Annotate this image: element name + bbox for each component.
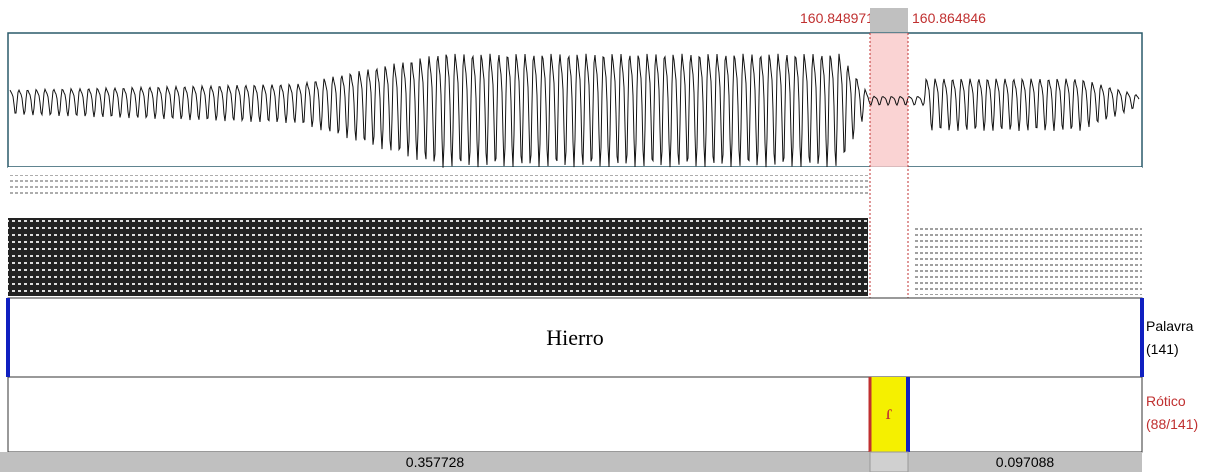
duration: 0.357728 <box>405 454 465 470</box>
spectrogram-band <box>8 218 868 296</box>
tier-name: Rótico <box>1146 393 1186 409</box>
duration-bar <box>0 452 1142 472</box>
tier-palavra[interactable] <box>7 297 1143 378</box>
tier-rotico[interactable] <box>7 376 1143 453</box>
interval-selected[interactable] <box>870 377 908 452</box>
tier-count: (88/141) <box>1146 416 1199 432</box>
interval-label: ɾ <box>885 402 893 424</box>
spectrogram-band <box>915 225 1142 295</box>
tier-name: Palavra <box>1146 318 1194 334</box>
selection-top-box[interactable] <box>870 8 908 32</box>
duration: 0.097088 <box>995 454 1055 470</box>
duration-bar-selected[interactable] <box>869 451 909 472</box>
selection-end: 160.864846 <box>912 10 986 26</box>
selection-start: 160.848971 <box>800 10 874 26</box>
tier-count: (141) <box>1146 341 1179 357</box>
interval-label: Hierro <box>546 325 604 350</box>
waveform <box>9 53 1140 168</box>
selection-highlight <box>870 33 908 167</box>
spectrogram-band <box>8 175 868 195</box>
